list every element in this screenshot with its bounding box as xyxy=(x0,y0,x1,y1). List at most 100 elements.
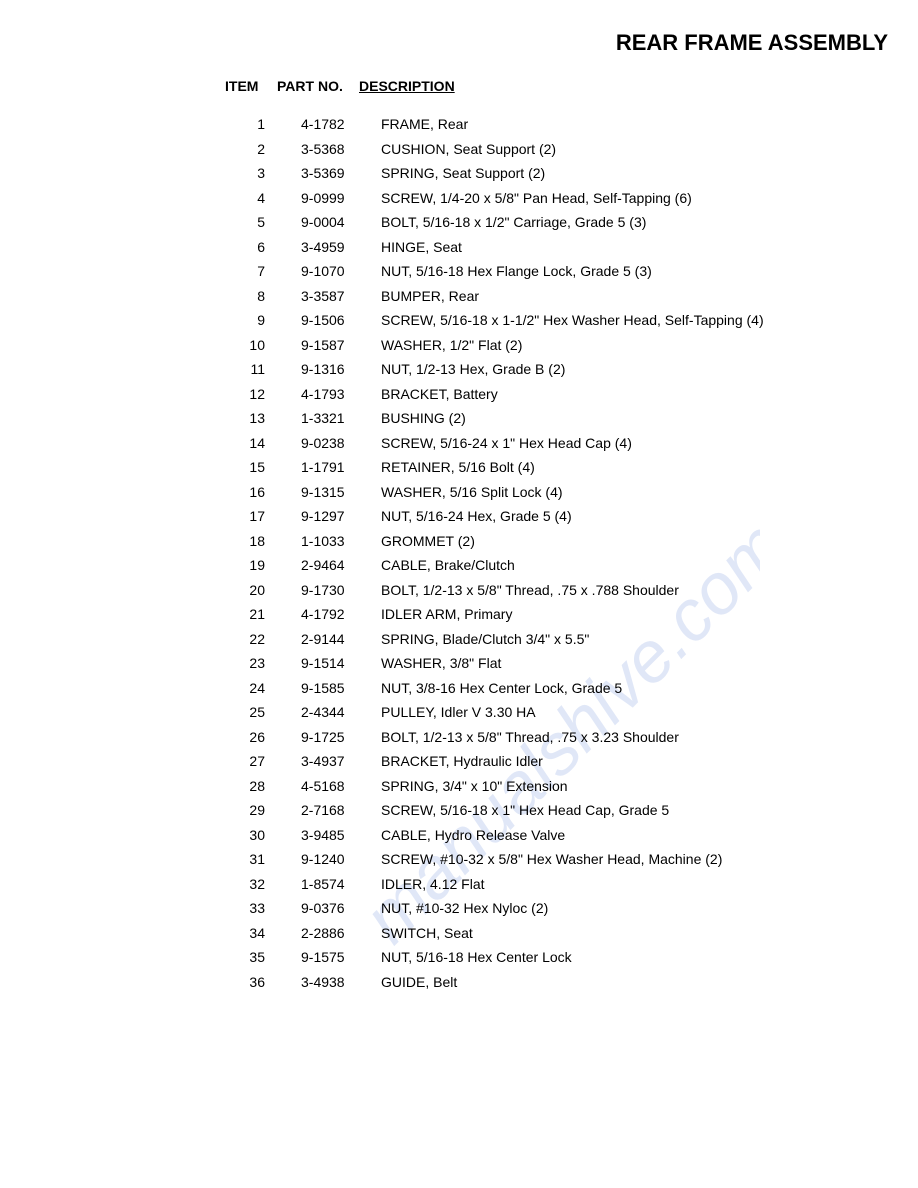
cell-item: 36 xyxy=(225,970,301,995)
cell-item: 26 xyxy=(225,725,301,750)
cell-item: 28 xyxy=(225,774,301,799)
cell-description: GROMMET (2) xyxy=(381,529,885,554)
cell-description: SCREW, 1/4-20 x 5/8" Pan Head, Self-Tapp… xyxy=(381,186,885,211)
cell-description: WASHER, 1/2" Flat (2) xyxy=(381,333,885,358)
cell-description: NUT, 5/16-24 Hex, Grade 5 (4) xyxy=(381,504,885,529)
cell-description: SCREW, 5/16-18 x 1" Hex Head Cap, Grade … xyxy=(381,798,885,823)
cell-description: BRACKET, Battery xyxy=(381,382,885,407)
cell-part: 3-5369 xyxy=(301,161,381,186)
table-row: 359-1575NUT, 5/16-18 Hex Center Lock xyxy=(225,945,885,970)
table-body: 14-1782FRAME, Rear23-5368CUSHION, Seat S… xyxy=(225,112,885,994)
cell-part: 9-0999 xyxy=(301,186,381,211)
table-row: 181-1033GROMMET (2) xyxy=(225,529,885,554)
cell-description: FRAME, Rear xyxy=(381,112,885,137)
cell-item: 4 xyxy=(225,186,301,211)
cell-part: 9-1587 xyxy=(301,333,381,358)
cell-description: SCREW, 5/16-18 x 1-1/2" Hex Washer Head,… xyxy=(381,308,885,333)
cell-part: 2-4344 xyxy=(301,700,381,725)
cell-part: 9-0004 xyxy=(301,210,381,235)
cell-item: 30 xyxy=(225,823,301,848)
table-row: 269-1725BOLT, 1/2-13 x 5/8" Thread, .75 … xyxy=(225,725,885,750)
table-row: 169-1315WASHER, 5/16 Split Lock (4) xyxy=(225,480,885,505)
cell-part: 1-3321 xyxy=(301,406,381,431)
cell-description: BOLT, 1/2-13 x 5/8" Thread, .75 x .788 S… xyxy=(381,578,885,603)
cell-part: 4-1793 xyxy=(301,382,381,407)
cell-item: 13 xyxy=(225,406,301,431)
cell-item: 21 xyxy=(225,602,301,627)
cell-description: CUSHION, Seat Support (2) xyxy=(381,137,885,162)
cell-description: CABLE, Hydro Release Valve xyxy=(381,823,885,848)
table-row: 252-4344PULLEY, Idler V 3.30 HA xyxy=(225,700,885,725)
table-row: 273-4937BRACKET, Hydraulic Idler xyxy=(225,749,885,774)
cell-item: 19 xyxy=(225,553,301,578)
cell-description: BOLT, 5/16-18 x 1/2" Carriage, Grade 5 (… xyxy=(381,210,885,235)
cell-item: 7 xyxy=(225,259,301,284)
cell-item: 35 xyxy=(225,945,301,970)
cell-part: 9-1575 xyxy=(301,945,381,970)
table-row: 192-9464CABLE, Brake/Clutch xyxy=(225,553,885,578)
cell-description: IDLER, 4.12 Flat xyxy=(381,872,885,897)
cell-item: 15 xyxy=(225,455,301,480)
cell-part: 1-1791 xyxy=(301,455,381,480)
cell-part: 3-9485 xyxy=(301,823,381,848)
cell-description: WASHER, 3/8" Flat xyxy=(381,651,885,676)
table-row: 342-2886SWITCH, Seat xyxy=(225,921,885,946)
cell-part: 3-4938 xyxy=(301,970,381,995)
cell-item: 22 xyxy=(225,627,301,652)
cell-part: 9-1316 xyxy=(301,357,381,382)
table-row: 284-5168SPRING, 3/4" x 10" Extension xyxy=(225,774,885,799)
cell-item: 31 xyxy=(225,847,301,872)
cell-item: 18 xyxy=(225,529,301,554)
cell-item: 10 xyxy=(225,333,301,358)
cell-part: 2-9464 xyxy=(301,553,381,578)
cell-description: HINGE, Seat xyxy=(381,235,885,260)
cell-part: 1-1033 xyxy=(301,529,381,554)
cell-item: 11 xyxy=(225,357,301,382)
cell-item: 14 xyxy=(225,431,301,456)
table-row: 339-0376NUT, #10-32 Hex Nyloc (2) xyxy=(225,896,885,921)
table-row: 222-9144SPRING, Blade/Clutch 3/4" x 5.5" xyxy=(225,627,885,652)
cell-item: 5 xyxy=(225,210,301,235)
cell-part: 9-1506 xyxy=(301,308,381,333)
table-row: 131-3321BUSHING (2) xyxy=(225,406,885,431)
table-row: 59-0004BOLT, 5/16-18 x 1/2" Carriage, Gr… xyxy=(225,210,885,235)
table-row: 292-7168SCREW, 5/16-18 x 1" Hex Head Cap… xyxy=(225,798,885,823)
cell-description: IDLER ARM, Primary xyxy=(381,602,885,627)
cell-description: SPRING, Blade/Clutch 3/4" x 5.5" xyxy=(381,627,885,652)
table-row: 239-1514WASHER, 3/8" Flat xyxy=(225,651,885,676)
cell-part: 9-1070 xyxy=(301,259,381,284)
cell-description: WASHER, 5/16 Split Lock (4) xyxy=(381,480,885,505)
cell-part: 9-1315 xyxy=(301,480,381,505)
table-row: 99-1506SCREW, 5/16-18 x 1-1/2" Hex Washe… xyxy=(225,308,885,333)
table-row: 83-3587BUMPER, Rear xyxy=(225,284,885,309)
cell-description: SCREW, 5/16-24 x 1" Hex Head Cap (4) xyxy=(381,431,885,456)
cell-item: 34 xyxy=(225,921,301,946)
cell-description: NUT, #10-32 Hex Nyloc (2) xyxy=(381,896,885,921)
cell-description: CABLE, Brake/Clutch xyxy=(381,553,885,578)
cell-part: 3-4959 xyxy=(301,235,381,260)
cell-description: BOLT, 1/2-13 x 5/8" Thread, .75 x 3.23 S… xyxy=(381,725,885,750)
cell-item: 1 xyxy=(225,112,301,137)
cell-part: 9-0238 xyxy=(301,431,381,456)
cell-part: 9-1725 xyxy=(301,725,381,750)
table-row: 124-1793BRACKET, Battery xyxy=(225,382,885,407)
table-row: 119-1316NUT, 1/2-13 Hex, Grade B (2) xyxy=(225,357,885,382)
cell-item: 17 xyxy=(225,504,301,529)
cell-item: 16 xyxy=(225,480,301,505)
table-row: 23-5368CUSHION, Seat Support (2) xyxy=(225,137,885,162)
table-row: 33-5369SPRING, Seat Support (2) xyxy=(225,161,885,186)
table-row: 214-1792IDLER ARM, Primary xyxy=(225,602,885,627)
table-row: 209-1730BOLT, 1/2-13 x 5/8" Thread, .75 … xyxy=(225,578,885,603)
cell-description: BRACKET, Hydraulic Idler xyxy=(381,749,885,774)
cell-part: 3-4937 xyxy=(301,749,381,774)
cell-item: 9 xyxy=(225,308,301,333)
table-row: 249-1585NUT, 3/8-16 Hex Center Lock, Gra… xyxy=(225,676,885,701)
table-row: 179-1297NUT, 5/16-24 Hex, Grade 5 (4) xyxy=(225,504,885,529)
cell-description: SPRING, Seat Support (2) xyxy=(381,161,885,186)
cell-item: 29 xyxy=(225,798,301,823)
cell-item: 6 xyxy=(225,235,301,260)
table-row: 109-1587WASHER, 1/2" Flat (2) xyxy=(225,333,885,358)
cell-item: 8 xyxy=(225,284,301,309)
cell-part: 1-8574 xyxy=(301,872,381,897)
cell-part: 4-1792 xyxy=(301,602,381,627)
